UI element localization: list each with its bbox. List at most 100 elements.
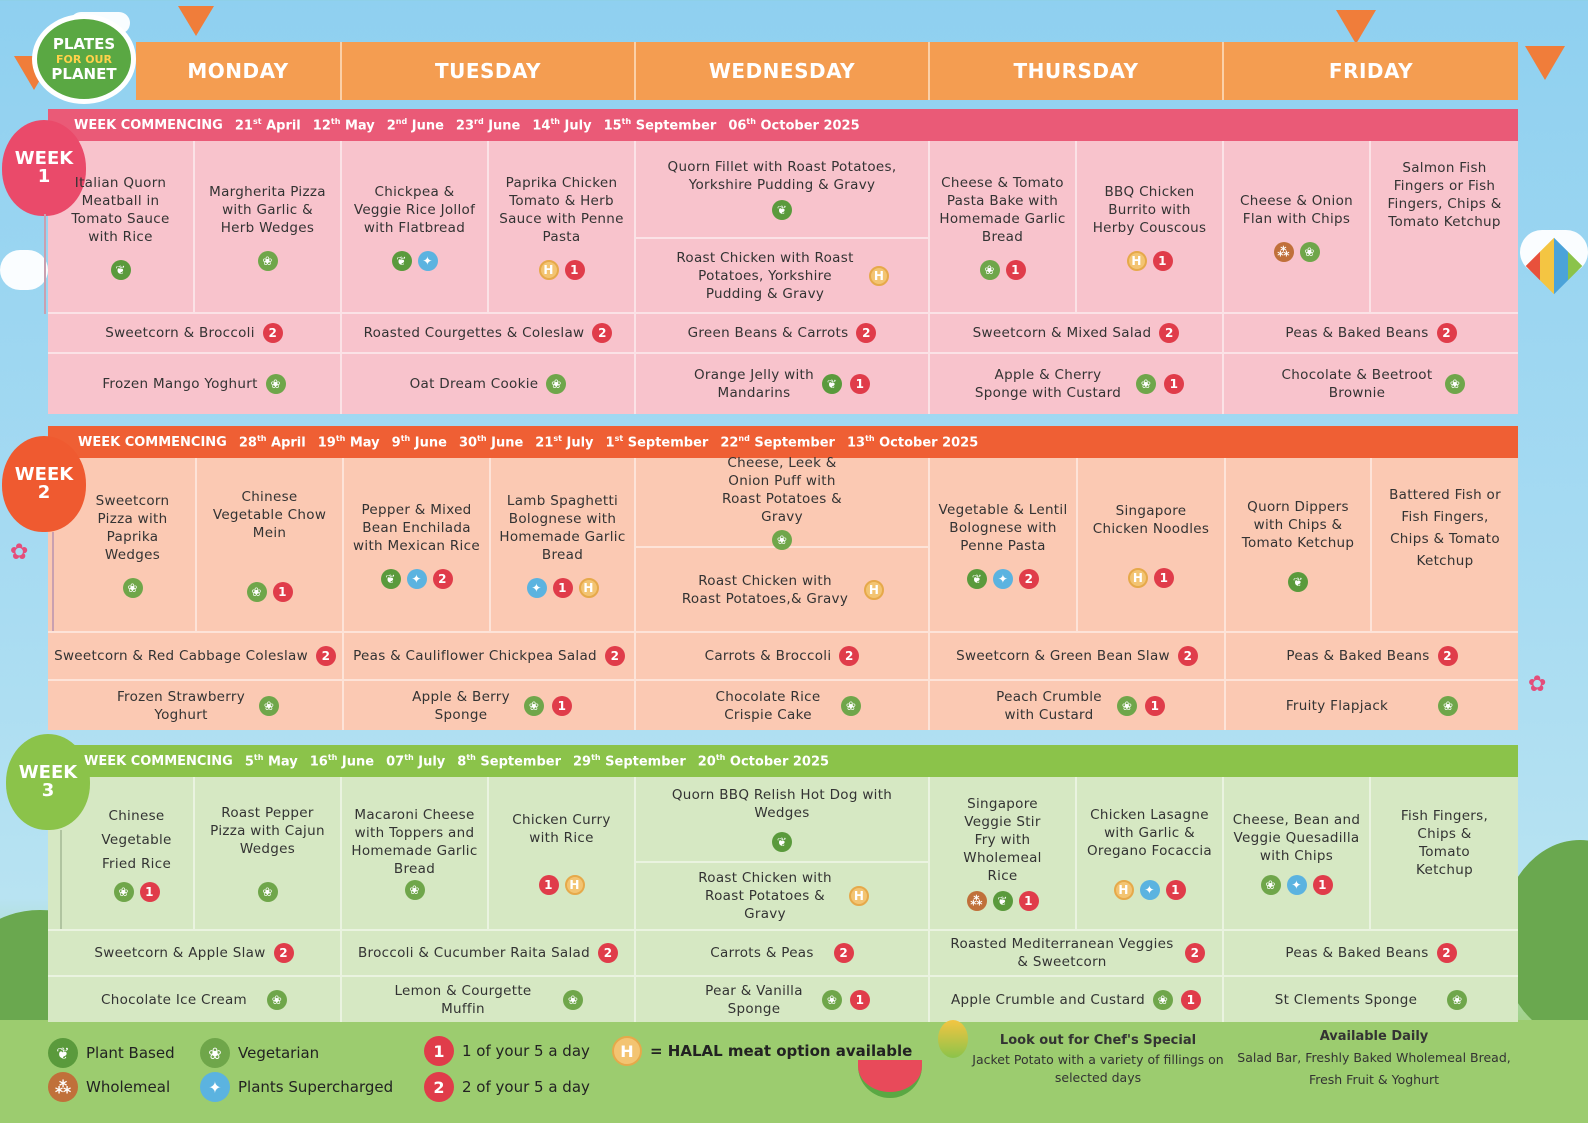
week2-friday-dessert: Fruity Flapjack ❀	[1226, 681, 1518, 730]
wholemeal-icon: ⁂	[966, 891, 987, 911]
two-of-five-icon: 2	[592, 323, 613, 343]
week-date: 19th May	[317, 433, 380, 451]
week-date: 06th October 2025	[728, 116, 860, 134]
one-of-five-icon: 1	[850, 989, 870, 1010]
vegetarian-icon: ❀	[246, 581, 267, 602]
butterfly-icon: ✿	[10, 540, 29, 565]
week-date: 15th September	[603, 116, 717, 134]
two-of-five-icon: 2	[1159, 323, 1180, 343]
day-header-wednesday: WEDNESDAY	[636, 42, 930, 100]
week2-thursday-main-2: Singapore Chicken Noodles H 1	[1078, 458, 1226, 633]
plant-based-icon: ❦	[992, 891, 1013, 911]
week1-tuesday-main-2: Paprika Chicken Tomato & Herb Sauce with…	[489, 141, 636, 314]
one-of-five-icon: 1	[1005, 259, 1026, 280]
vegetarian-icon: ❀	[1445, 374, 1465, 394]
two-of-five-icon: 2	[1437, 646, 1458, 666]
plant-based-icon: ❦	[391, 250, 412, 271]
week2-monday-main-1: Sweetcorn Pizza with Paprika Wedges ❀	[48, 458, 197, 633]
plants-supercharged-icon: ✦	[417, 250, 438, 271]
two-of-five-icon: 2	[273, 943, 294, 963]
week3-wednesday-main-2: Roast Chicken with Roast Potatoes & Grav…	[636, 863, 930, 931]
wholemeal-icon: ⁂	[1273, 241, 1294, 262]
week-date: 20th October 2025	[697, 752, 830, 770]
halal-icon: H	[578, 577, 599, 598]
plant-based-icon: ❦	[772, 200, 792, 220]
halal-icon: H	[1126, 250, 1147, 271]
one-of-five-icon: 1	[424, 1036, 454, 1066]
week-commencing-label: WEEK COMMENCING	[74, 117, 223, 133]
halal-icon: H	[864, 579, 884, 600]
one-of-five-icon: 1	[1180, 989, 1201, 1010]
balloon-string	[60, 830, 62, 930]
week2-friday-main-2: Battered Fish or Fish Fingers, Chips & T…	[1372, 458, 1518, 633]
day-header-thursday: THURSDAY	[930, 42, 1224, 100]
vegetarian-icon: ❀	[1260, 875, 1281, 895]
vegetarian-icon: ❀	[563, 989, 583, 1010]
one-of-five-icon: 1	[850, 374, 870, 394]
plants-supercharged-icon: ✦	[1286, 875, 1307, 895]
week2-balloon: WEEK 2	[2, 436, 86, 532]
vegetarian-icon: ❀	[266, 989, 287, 1010]
chefs-special: Look out for Chef's Special Jacket Potat…	[960, 1031, 1236, 1087]
week-date: 29th September	[573, 752, 686, 770]
week2-monday-side: Sweetcorn & Red Cabbage Coleslaw 2	[48, 633, 344, 681]
plant-based-icon: ❦	[110, 259, 131, 280]
two-of-five-icon: 2	[1436, 943, 1457, 963]
week3-thursday-main-2: Chicken Lasagne with Garlic & Oregano Fo…	[1077, 777, 1224, 931]
week-date: 5th May	[244, 752, 298, 770]
vegetarian-icon: ❀	[546, 374, 567, 394]
vegetarian-icon: ❀	[257, 250, 278, 271]
vegetarian-icon: ❀	[1447, 989, 1468, 1010]
one-of-five-icon: 1	[564, 259, 585, 280]
week1-monday-side: Sweetcorn & Broccoli 2	[48, 314, 342, 354]
vegetarian-icon: ❀	[524, 695, 544, 716]
bunting-flag	[1336, 10, 1376, 44]
week3-tuesday-main-2: Chicken Curry with Rice 1 H	[489, 777, 636, 931]
vegetarian-icon: ❀	[1438, 695, 1459, 716]
one-of-five-icon: 1	[272, 581, 293, 602]
week-commencing-label: WEEK COMMENCING	[78, 434, 227, 450]
week-date: 30th June	[458, 433, 524, 451]
vegetarian-icon: ❀	[979, 259, 1000, 280]
week3-tuesday-side: Broccoli & Cucumber Raita Salad 2	[342, 931, 636, 977]
week1-tuesday-side: Roasted Courgettes & Coleslaw 2	[342, 314, 636, 354]
available-daily-text: Salad Bar, Freshly Baked Wholemeal Bread…	[1237, 1050, 1511, 1087]
week-date: 12th May	[312, 116, 375, 134]
week3-commencing-bar: WEEK COMMENCING 5th May 16th June 07th J…	[48, 745, 1518, 777]
butterfly-icon: ✿	[1528, 672, 1547, 697]
week3-monday-dessert: Chocolate Ice Cream ❀	[48, 977, 342, 1022]
plants-supercharged-icon: ✦	[526, 577, 547, 598]
two-of-five-icon: 2	[432, 568, 453, 589]
week1-tuesday-dessert: Oat Dream Cookie ❀	[342, 354, 636, 414]
week1-friday-side: Peas & Baked Beans 2	[1224, 314, 1518, 354]
vegetarian-icon: ❀	[1152, 989, 1173, 1010]
plant-based-icon: ❦	[1288, 571, 1308, 592]
plant-based-icon: ❦	[967, 568, 987, 589]
halal-icon: H	[612, 1036, 642, 1066]
week3-thursday-dessert: Apple Crumble and Custard ❀ 1	[930, 977, 1224, 1022]
week2-wednesday-main-1: Cheese, Leek & Onion Puff with Roast Pot…	[636, 455, 930, 550]
bunting-flag	[178, 6, 214, 36]
vegetarian-icon: ❀	[257, 882, 278, 902]
week3-balloon: WEEK 3	[6, 734, 90, 830]
plants-supercharged-icon: ✦	[200, 1072, 230, 1102]
halal-icon: H	[849, 886, 869, 906]
week-date: 1st September	[605, 433, 709, 451]
week-date: 9th June	[391, 433, 447, 451]
week-date: 21st July	[535, 433, 594, 451]
one-of-five-icon: 1	[552, 695, 572, 716]
week2-tuesday-dessert: Apple & Berry Sponge ❀ 1	[344, 681, 636, 730]
available-daily: Available Daily Salad Bar, Freshly Baked…	[1236, 1027, 1512, 1091]
week1-table	[48, 141, 1518, 414]
week2-thursday-dessert: Peach Crumble with Custard ❀ 1	[930, 681, 1226, 730]
week1-friday-dessert: Chocolate & Beetroot Brownie ❀	[1224, 354, 1518, 414]
week-date: 07th July	[386, 752, 446, 770]
halal-icon: H	[1128, 567, 1148, 588]
week2-tuesday-main-1: Pepper & Mixed Bean Enchilada with Mexic…	[344, 458, 491, 633]
week2-friday-side: Peas & Baked Beans 2	[1226, 633, 1518, 681]
week2-friday-main-1: Quorn Dippers with Chips & Tomato Ketchu…	[1226, 458, 1372, 633]
week2-commencing-bar: WEEK COMMENCING 28th April 19th May 9th …	[48, 426, 1518, 458]
week1-balloon: WEEK 1	[2, 120, 86, 216]
week3-friday-main-1: Cheese, Bean and Veggie Quesadilla with …	[1224, 777, 1371, 931]
week1-monday-dessert: Frozen Mango Yoghurt ❀	[48, 354, 342, 414]
